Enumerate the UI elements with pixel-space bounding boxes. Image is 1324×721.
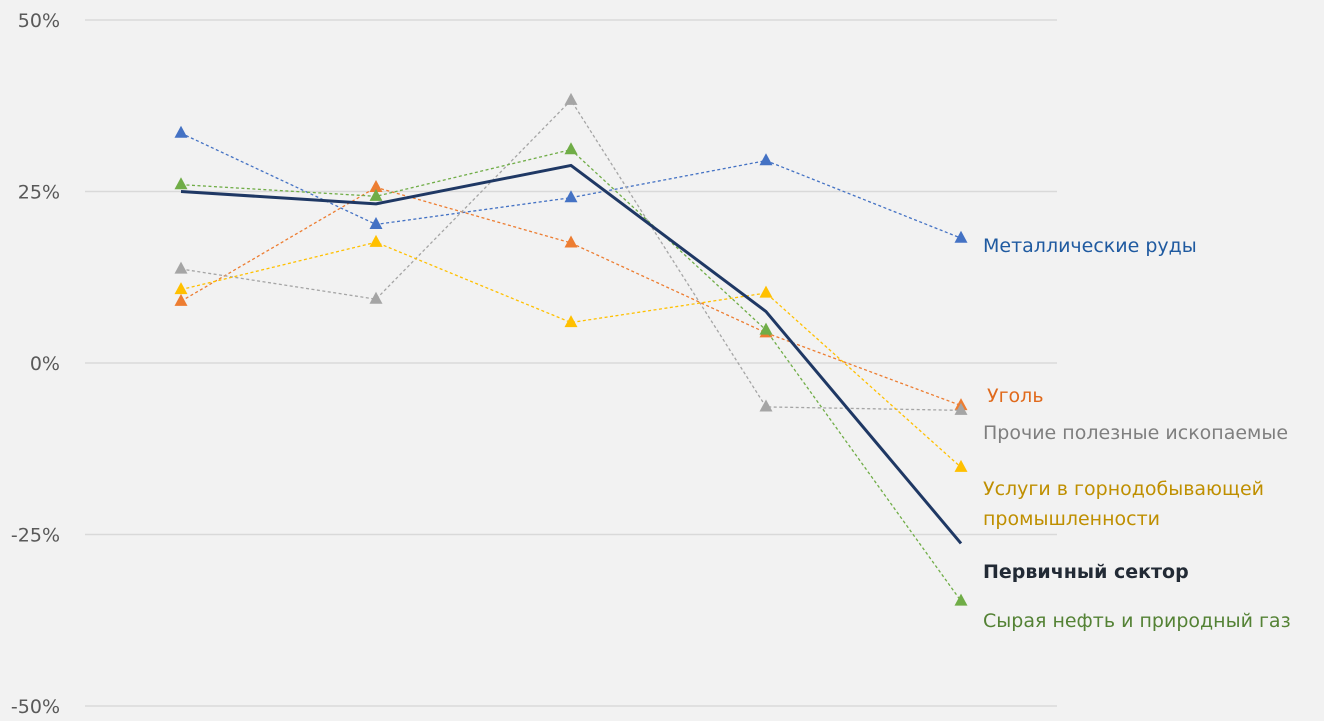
data-point-marker [174,177,188,190]
data-point-marker [369,234,383,247]
series-line [180,241,962,468]
y-tick-label: 50% [18,10,60,32]
data-point-marker [759,153,773,166]
series-label: Прочие полезные ископаемые [983,422,1288,444]
data-point-marker [564,92,578,105]
y-tick-label: -25% [11,525,60,547]
data-point-marker [369,216,383,229]
data-point-marker [174,282,188,295]
data-point-marker [564,142,578,155]
series-line [180,132,962,239]
data-point-marker [174,293,188,306]
series-line [180,186,962,407]
gridlines [85,19,1057,707]
data-point-marker [759,399,773,412]
data-point-marker [369,188,383,201]
series-line [180,149,962,602]
data-point-marker [564,235,578,248]
series-3 [174,234,968,472]
series-label-line: Услуги в горнодобывающей [983,478,1264,500]
series-1 [174,179,968,411]
data-point-marker [954,402,968,415]
series-2 [174,92,968,415]
data-point-marker [564,190,578,203]
series-label: Сырая нефть и природный газ [983,610,1291,632]
series-label: Услуги в горнодобывающей промышленности [983,478,1264,530]
series-4 [174,142,968,606]
data-point-marker [564,315,578,328]
series-label-line: промышленности [983,508,1160,530]
data-point-marker [369,179,383,192]
series-0 [174,125,968,243]
data-point-marker [369,291,383,304]
series-label: Первичный сектор [983,561,1189,583]
data-point-marker [759,322,773,335]
series-5 [180,163,963,545]
data-point-marker [174,125,188,138]
series-line [180,163,963,545]
data-point-marker [759,285,773,298]
data-point-marker [954,459,968,472]
series-label: Уголь [987,385,1044,407]
data-point-marker [954,593,968,606]
y-tick-label: 25% [18,182,60,204]
y-tick-label: 0% [30,353,60,375]
data-point-marker [954,230,968,243]
data-point-marker [174,261,188,274]
series-label: Металлические руды [983,235,1197,257]
y-tick-label: -50% [11,696,60,718]
